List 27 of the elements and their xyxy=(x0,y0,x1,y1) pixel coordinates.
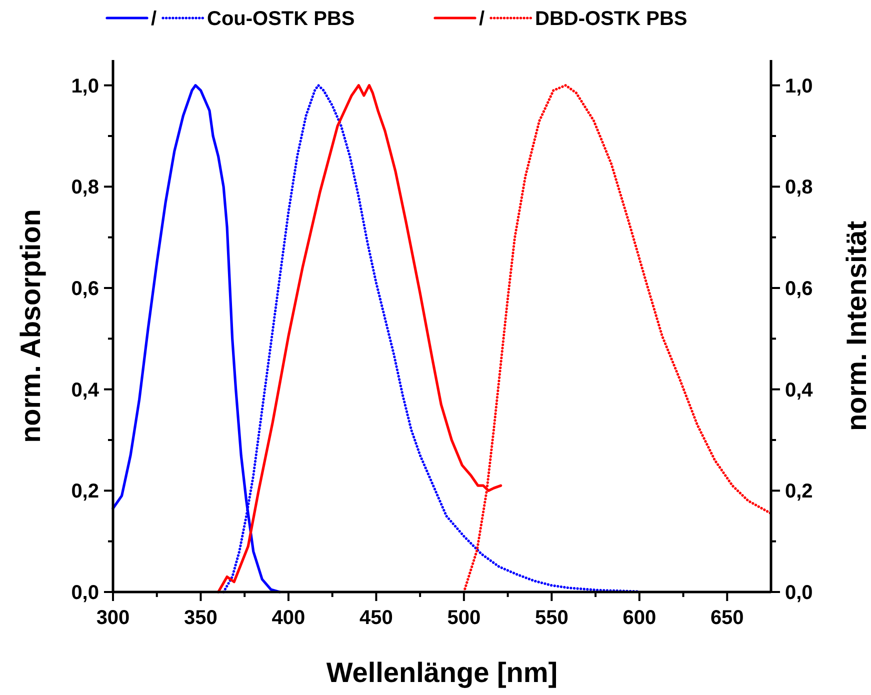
y-tick-label: 0,6 xyxy=(71,278,99,300)
y2-tick-label: 0,8 xyxy=(785,176,813,199)
x-tick-label: 650 xyxy=(710,607,744,629)
y2-tick-label: 0,2 xyxy=(785,480,813,503)
y2-tick-label: 1,0 xyxy=(785,75,813,98)
x-tick-label: 500 xyxy=(447,607,481,629)
x-tick-label: 350 xyxy=(184,607,218,629)
y-tick-label: 0,0 xyxy=(71,582,99,604)
x-tick-label: 400 xyxy=(272,607,306,629)
y2-tick-label: 0,0 xyxy=(785,582,813,604)
y-tick-label: 0,2 xyxy=(71,480,99,503)
x-axis-title: Wellenlänge [nm] xyxy=(326,657,558,688)
y2-axis-title: norm. Intensität xyxy=(841,220,871,432)
x-tick-label: 600 xyxy=(622,607,656,629)
legend-label: Cou-OSTK PBS xyxy=(207,8,355,30)
x-tick-label: 450 xyxy=(360,607,393,629)
y-tick-label: 1,0 xyxy=(71,75,99,98)
x-tick-label: 300 xyxy=(96,607,130,629)
legend-label: / xyxy=(151,8,157,30)
legend-label: / xyxy=(479,8,485,30)
y-axis-title: norm. Absorption xyxy=(15,209,46,443)
y-tick-label: 0,8 xyxy=(71,176,99,199)
legend-label: DBD-OSTK PBS xyxy=(535,8,688,30)
x-tick-label: 550 xyxy=(534,607,568,629)
y-tick-label: 0,4 xyxy=(71,379,100,402)
y2-tick-label: 0,6 xyxy=(785,278,813,300)
y2-tick-label: 0,4 xyxy=(785,379,814,402)
